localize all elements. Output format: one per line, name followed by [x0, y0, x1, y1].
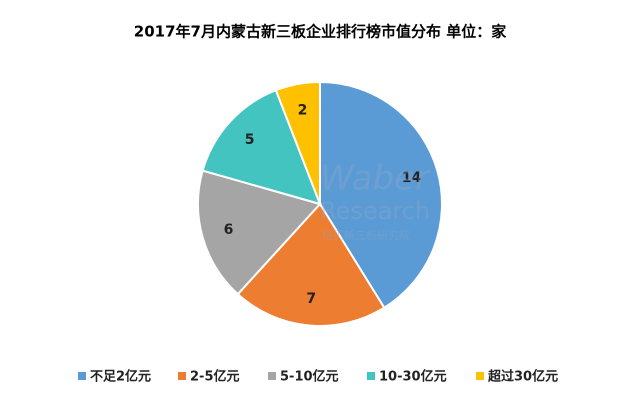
pie-slice	[274, 80, 321, 205]
pie-slice	[319, 80, 443, 310]
pie-slice	[236, 202, 386, 327]
chart-title: 2017年7月内蒙古新三板企业排行榜市值分布 单位：家	[134, 23, 506, 41]
legend-marker	[268, 372, 276, 380]
legend-label: 2-5亿元	[190, 369, 240, 385]
watermark-text: Research	[320, 197, 430, 225]
legend-marker	[476, 372, 484, 380]
data-label: 14	[402, 170, 422, 186]
data-label: 7	[306, 291, 316, 307]
legend-label: 超过30亿元	[488, 369, 558, 385]
watermark-text: Waber	[320, 159, 431, 199]
legend-label: 10-30亿元	[379, 369, 447, 385]
pie-slice	[197, 169, 322, 296]
watermark: Waber Research 挖贝新三板研究院	[320, 159, 431, 243]
pie-slice	[201, 88, 322, 206]
legend-label: 5-10亿元	[280, 369, 339, 385]
legend-marker	[178, 372, 186, 380]
watermark-text: 挖贝新三板研究院	[322, 228, 410, 242]
data-label: 6	[224, 222, 234, 238]
pie: 14 7 6 5 2	[197, 80, 443, 327]
data-label: 2	[298, 102, 308, 118]
legend-marker	[78, 372, 86, 380]
legend: 不足2亿元 2-5亿元 5-10亿元 10-30亿元 超过30亿元	[78, 369, 558, 385]
legend-marker	[367, 372, 375, 380]
data-label: 5	[245, 132, 255, 148]
legend-label: 不足2亿元	[90, 369, 151, 385]
